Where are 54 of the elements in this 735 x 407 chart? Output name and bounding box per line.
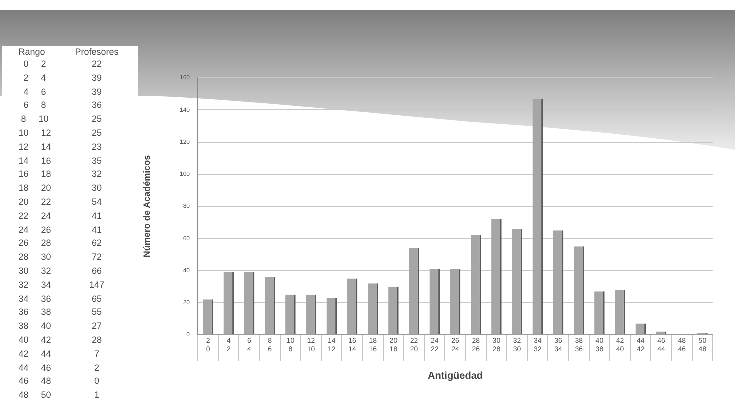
- data-label: 23: [90, 140, 103, 153]
- y-axis-title: Número de Académicos: [142, 155, 152, 258]
- data-label: 36: [90, 99, 103, 112]
- category-label: 2 4: [22, 72, 48, 84]
- category-label: 26 28: [18, 237, 52, 250]
- data-label: 65: [90, 292, 103, 305]
- text: Rango: [18, 46, 46, 58]
- category-label: 0 2: [22, 58, 48, 70]
- data-label: 7: [93, 348, 100, 360]
- data-label: 41: [90, 224, 103, 236]
- data-label: 27: [90, 320, 103, 332]
- category-label: 10 12: [18, 127, 52, 139]
- category-label: 28 30: [18, 251, 52, 264]
- category-label: 4 6: [22, 86, 48, 98]
- data-label: 39: [90, 72, 103, 84]
- category-label: 24 26: [18, 224, 52, 236]
- category-label: 6 8: [22, 99, 48, 112]
- data-label: 72: [90, 251, 103, 264]
- category-label: 12 14: [18, 140, 52, 153]
- data-label: 25: [90, 127, 103, 139]
- category-label: 32 34: [18, 278, 52, 291]
- category-label: 36 38: [18, 306, 52, 318]
- category-label: 46 48: [18, 375, 52, 388]
- data-label: 66: [90, 265, 103, 277]
- data-label: 41: [90, 210, 103, 222]
- category-label: 48 50: [18, 389, 52, 402]
- text: Profesores: [74, 46, 120, 58]
- data-label: 54: [90, 196, 103, 208]
- data-label: 2: [93, 362, 100, 374]
- category-label: 14 16: [18, 154, 52, 167]
- category-label: 34 36: [18, 292, 52, 305]
- category-label: 20 22: [18, 196, 52, 208]
- data-label: 62: [90, 237, 103, 250]
- category-label: 40 42: [18, 334, 52, 346]
- category-label: 8 10: [20, 113, 50, 126]
- data-label: 28: [90, 334, 103, 346]
- category-label: 42 44: [18, 348, 52, 360]
- data-label: 39: [90, 86, 103, 98]
- category-label: 18 20: [18, 182, 52, 194]
- data-label: 25: [90, 113, 103, 126]
- data-label: 147: [88, 278, 106, 291]
- data-label: 22: [90, 58, 103, 70]
- category-label: 44 46: [18, 362, 52, 374]
- data-label: 0: [93, 375, 100, 388]
- category-label: 22 24: [18, 210, 52, 222]
- data-label: 35: [90, 154, 103, 167]
- x-axis-title: Antigüedad: [428, 370, 483, 382]
- category-label: 16 18: [18, 168, 52, 180]
- category-label: 38 40: [18, 320, 52, 332]
- data-label: 55: [90, 306, 103, 318]
- data-label: 32: [90, 168, 103, 180]
- data-label: 1: [93, 389, 100, 402]
- data-label: 30: [90, 182, 103, 194]
- category-label: 30 32: [18, 265, 52, 277]
